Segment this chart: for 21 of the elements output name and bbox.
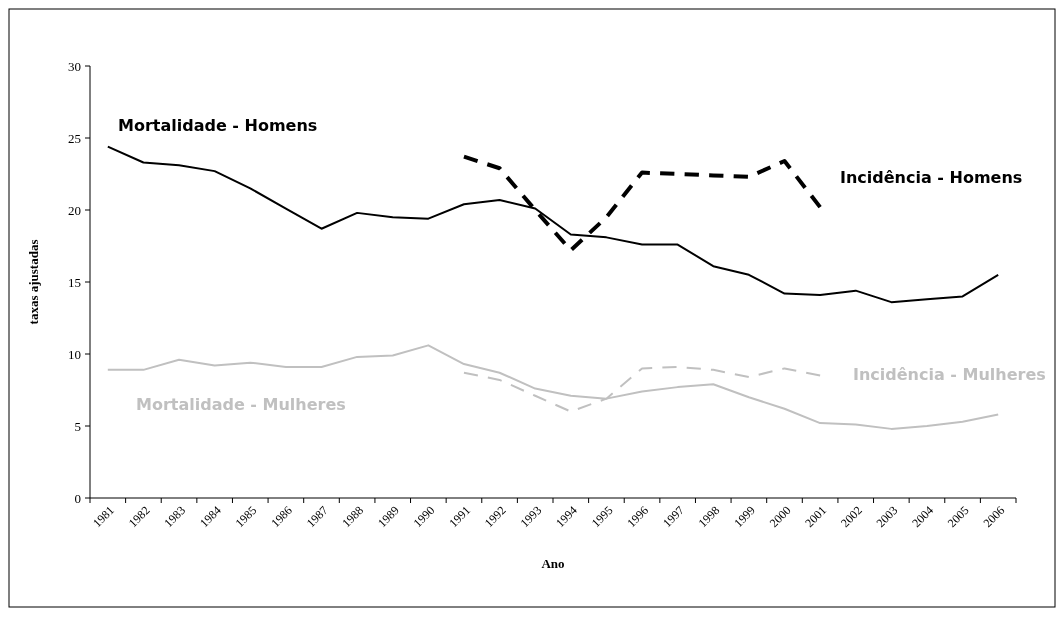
x-tick-label: 1981 [90, 503, 117, 531]
text: Incidência - Mulheres [853, 365, 1046, 384]
y-tick-label: 0 [74, 490, 81, 506]
x-tick-label: 1991 [446, 503, 474, 531]
x-tick-label: 1990 [410, 503, 438, 531]
y-tick-label: 25 [68, 130, 81, 146]
series-label: Incidência - Homens [840, 168, 1023, 187]
x-axis-title: Ano [541, 556, 565, 571]
y-tick-label: 20 [68, 202, 81, 218]
y-axis-title: taxas ajustadas [26, 239, 41, 325]
y-tick-label: 30 [68, 58, 81, 74]
y-tick-label: 15 [68, 274, 81, 290]
series-label: Mortalidade - Homens [118, 116, 318, 135]
y-tick-label: 10 [68, 346, 81, 362]
line-series [461, 154, 823, 253]
x-tick-label: 1998 [695, 503, 723, 531]
x-tick-label: 1993 [517, 503, 545, 531]
line-series [462, 365, 822, 413]
y-tick-label: 5 [74, 418, 81, 434]
series-label: Mortalidade - Mulheres [136, 395, 346, 414]
x-tick-label: 1988 [339, 503, 367, 531]
